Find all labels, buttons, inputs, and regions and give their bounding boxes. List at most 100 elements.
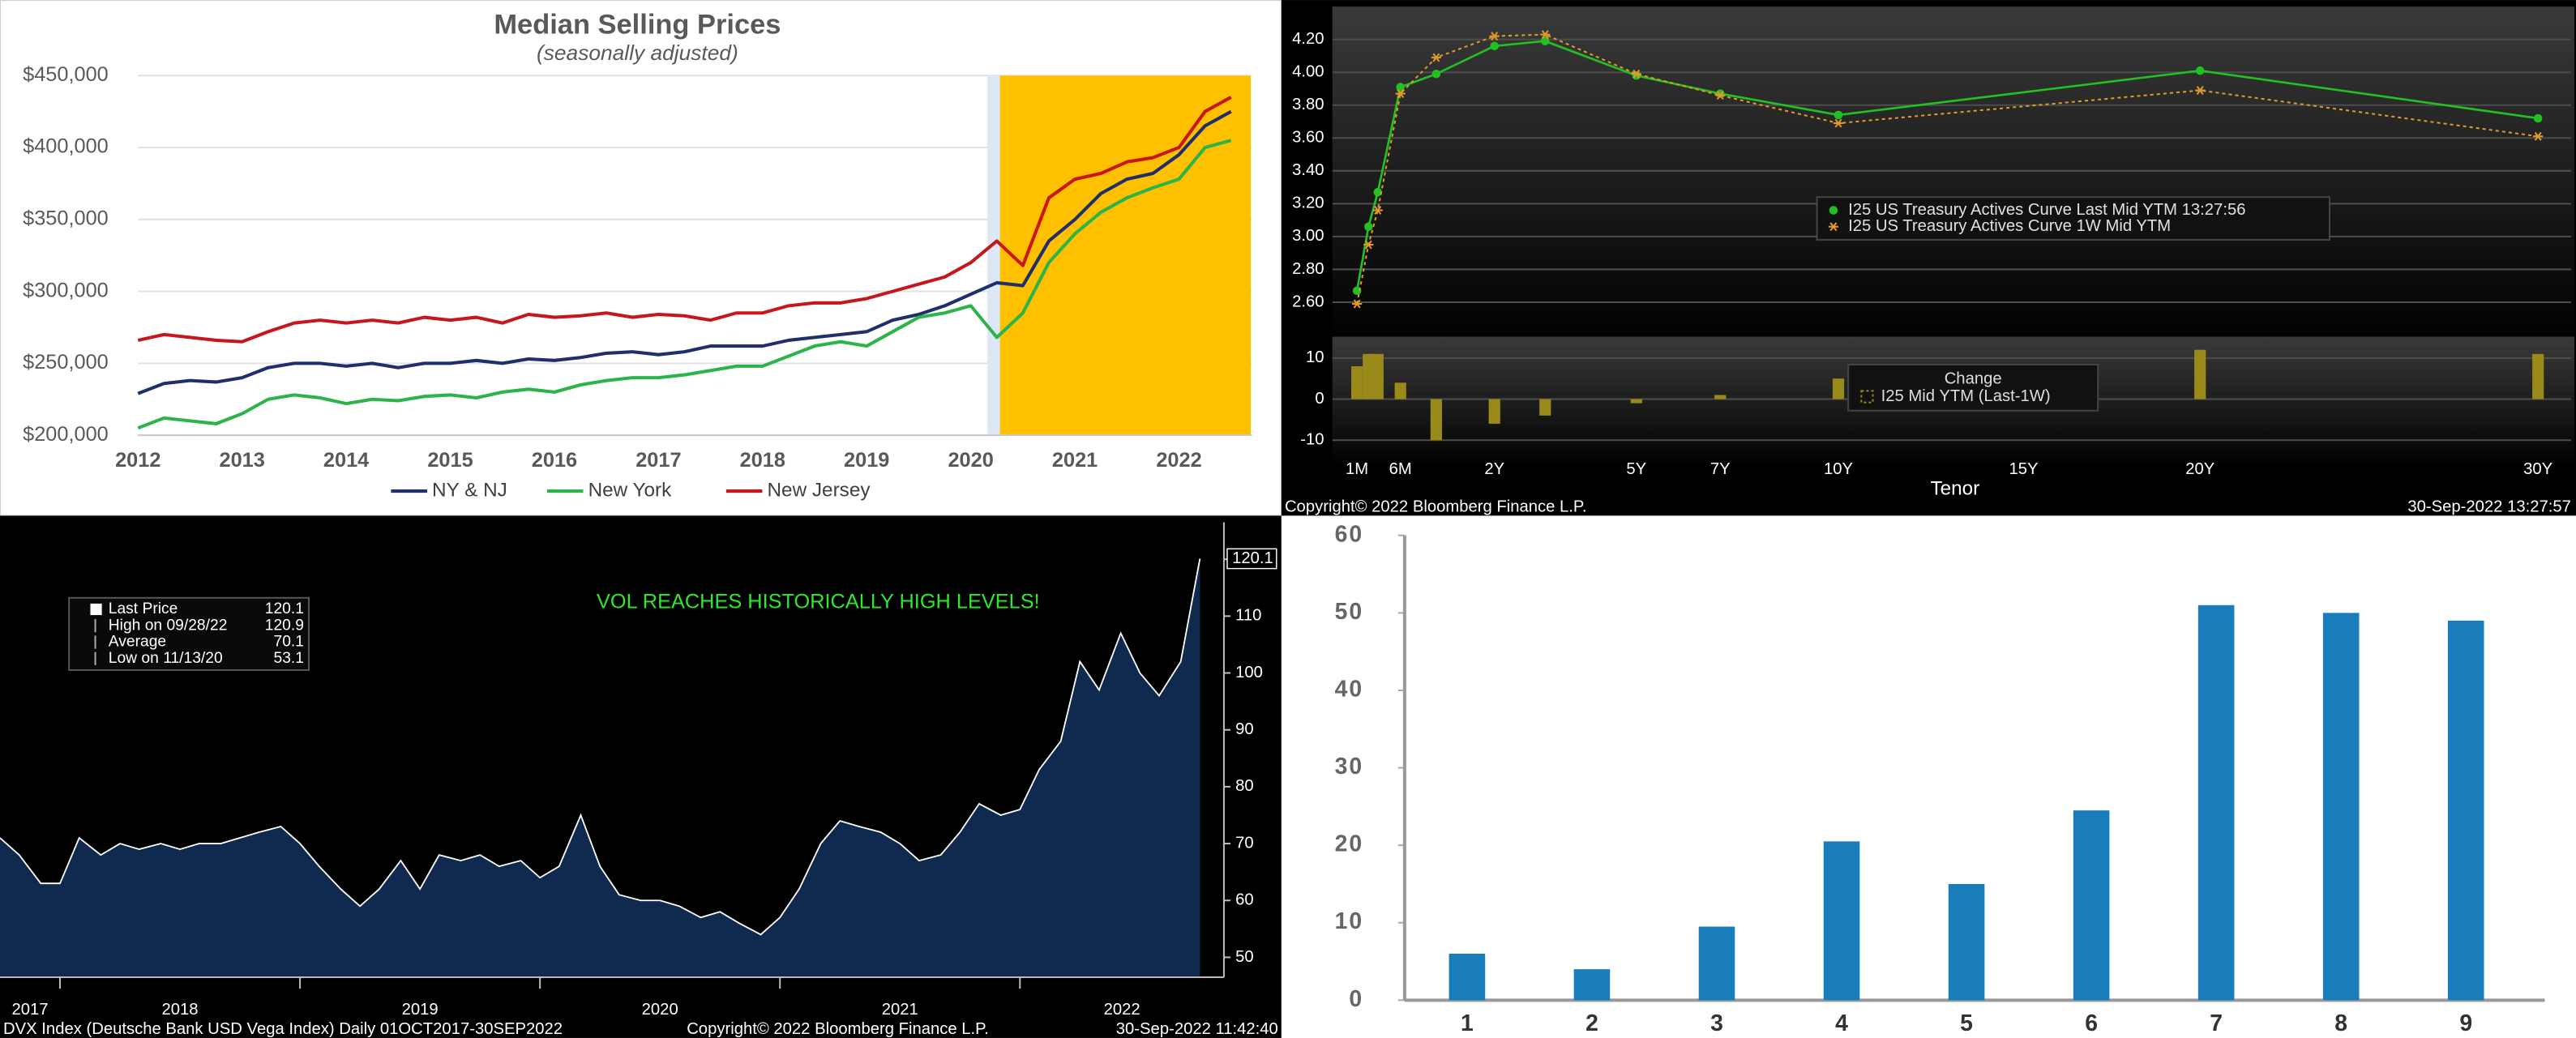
change-bar	[1488, 399, 1500, 424]
x-tick-label: 5Y	[1626, 460, 1646, 478]
stats-box	[68, 596, 310, 671]
x-tick-label: 4	[1835, 1010, 1848, 1036]
y-tick-label: 3.40	[1292, 161, 1324, 179]
y-tick-label: 3.80	[1292, 96, 1324, 113]
x-axis-title: Tenor	[1930, 477, 1979, 499]
x-tick-label: 5	[1960, 1010, 1973, 1036]
y-tick-label: $200,000	[23, 423, 109, 446]
point-marker	[1395, 89, 1406, 99]
series-line	[0, 558, 1201, 936]
point-marker	[1631, 69, 1641, 79]
y-tick-label: $400,000	[23, 135, 109, 158]
change-bar	[1351, 366, 1363, 399]
x-tick-label: 10Y	[1824, 460, 1854, 478]
y-tick-label: 0	[1349, 986, 1363, 1012]
y-tick-label: 2.60	[1292, 293, 1324, 310]
legend-box	[1816, 196, 2330, 241]
y-tick-label: 10	[1335, 908, 1364, 934]
legend-label: I25 US Treasury Actives Curve Last Mid Y…	[1848, 201, 2245, 219]
stats-value: 120.9	[265, 617, 304, 634]
x-tick-label: 2022	[1156, 449, 1201, 472]
x-tick-label: 2021	[882, 1001, 918, 1019]
point-marker	[1372, 205, 1383, 215]
x-tick-label: 9	[2459, 1010, 2472, 1036]
y-tick-label: 4.20	[1292, 30, 1324, 48]
y-tick-label: 80	[1235, 777, 1254, 795]
point-marker	[1363, 240, 1374, 250]
x-tick-label: 2021	[1052, 449, 1098, 472]
stats-label: Last Price	[109, 600, 178, 617]
legend-label: New York	[588, 479, 673, 501]
y-tick-label: 50	[1235, 948, 1254, 966]
stats-value: 70.1	[273, 634, 303, 651]
point-marker	[1352, 299, 1363, 309]
stats-icon	[90, 603, 102, 616]
bar	[1448, 953, 1486, 1001]
y-tick-label: 100	[1235, 664, 1263, 681]
y-tick-label: 4.00	[1292, 63, 1324, 81]
point-marker	[1834, 110, 1843, 120]
point-marker	[2533, 113, 2543, 123]
series-line	[137, 139, 1232, 430]
point-marker	[2195, 86, 2206, 95]
change-bar	[1371, 353, 1384, 399]
point-marker	[1540, 30, 1551, 40]
x-tick-label: 6	[2085, 1010, 2098, 1036]
series-line	[1355, 40, 2539, 292]
point-marker	[2533, 131, 2544, 141]
legend-label: I25 Mid YTM (Last-1W)	[1881, 387, 2051, 405]
legend-swatch	[1860, 390, 1874, 404]
legend-box	[1847, 363, 2099, 412]
x-tick-label: 2019	[844, 449, 889, 472]
x-tick-label: 3	[1710, 1010, 1723, 1036]
change-bar	[1539, 399, 1551, 416]
y-tick-label: $450,000	[23, 63, 109, 86]
y-tick-label: 50	[1335, 599, 1364, 625]
y-tick-label: 110	[1235, 607, 1261, 625]
x-tick-label: 2014	[323, 449, 369, 472]
y-tick-label: 40	[1335, 676, 1364, 702]
chart-subtitle: (seasonally adjusted)	[537, 41, 738, 65]
chart-title: Median Selling Prices	[494, 10, 781, 41]
x-tick-label: 2Y	[1484, 460, 1504, 478]
series-line	[137, 96, 1232, 344]
point-marker	[1431, 53, 1441, 62]
point-marker	[1828, 222, 1838, 232]
bar	[2197, 604, 2235, 1001]
x-tick-label: 2020	[642, 1001, 678, 1019]
change-bar	[1832, 378, 1845, 399]
x-tick-label: 1M	[1346, 460, 1368, 478]
area-fill	[0, 558, 1200, 977]
bar	[1948, 883, 1985, 1001]
y-tick-label: 3.60	[1292, 129, 1324, 147]
y-tick-label: 2.80	[1292, 260, 1324, 278]
legend-label: New Jersey	[768, 479, 871, 501]
shaded-band	[987, 75, 1000, 436]
x-tick-label: 2017	[11, 1001, 48, 1019]
footer-text: DVX Index (Deutsche Bank USD Vega Index)…	[3, 1020, 563, 1038]
y-tick-label: $300,000	[23, 279, 109, 301]
x-tick-label: 7Y	[1710, 460, 1731, 478]
footer-text: 30-Sep-2022 11:42:40	[1116, 1020, 1278, 1038]
x-tick-label: 2	[1585, 1010, 1598, 1036]
last-price-label: 120.1	[1232, 549, 1273, 567]
x-tick-label: 30Y	[2523, 460, 2553, 478]
x-tick-label: 2015	[427, 449, 473, 472]
point-marker	[2195, 66, 2205, 75]
x-tick-label: 2020	[948, 449, 993, 472]
x-tick-label: 6M	[1389, 460, 1412, 478]
bar	[1698, 926, 1735, 1001]
stats-label: Average	[109, 634, 166, 651]
x-tick-label: 2013	[219, 449, 264, 472]
stats-value: 120.1	[265, 600, 304, 617]
bar	[1573, 969, 1611, 1001]
change-bar	[1430, 399, 1442, 441]
change-bar	[1394, 382, 1406, 399]
shaded-band	[999, 75, 1252, 436]
legend-title: Change	[1945, 370, 2002, 388]
x-tick-label: 2022	[1104, 1001, 1140, 1019]
y-tick-label: 0	[1315, 390, 1324, 408]
y-tick-label: 30	[1335, 754, 1364, 780]
